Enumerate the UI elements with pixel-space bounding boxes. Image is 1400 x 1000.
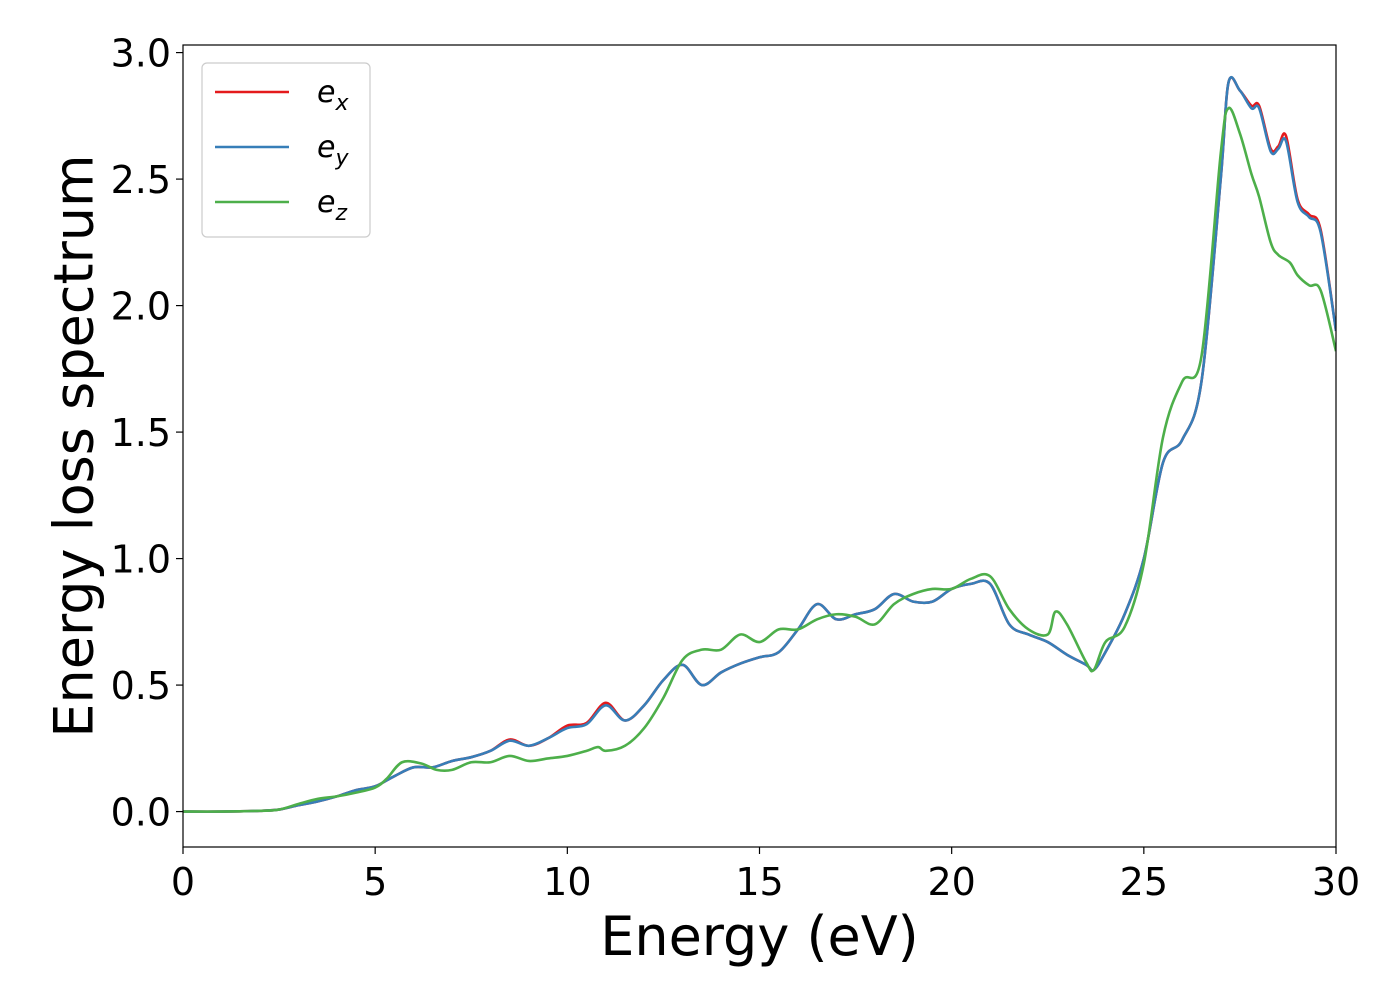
x-axis-label: Energy (eV) <box>600 905 919 968</box>
y-tick-label: 2.5 <box>111 158 171 202</box>
y-tick-label: 0.5 <box>111 664 171 708</box>
y-tick-label: 0.0 <box>111 791 171 835</box>
x-tick-label: 25 <box>1120 860 1168 904</box>
x-axis: 0 5 10 15 20 25 30 <box>171 847 1360 904</box>
legend-box <box>201 62 371 238</box>
x-tick-label: 5 <box>363 860 387 904</box>
x-tick-label: 10 <box>543 860 591 904</box>
x-tick-label: 30 <box>1312 860 1360 904</box>
x-tick-label: 15 <box>735 860 783 904</box>
y-axis-label: Energy loss spectrum <box>43 154 106 737</box>
legend-item-ez: ez <box>215 185 347 226</box>
y-tick-label: 1.5 <box>111 411 171 455</box>
y-tick-label: 2.0 <box>111 285 171 329</box>
x-tick-label: 0 <box>171 860 195 904</box>
x-tick-label: 20 <box>927 860 975 904</box>
series-line-ez <box>183 106 1336 813</box>
y-axis: 0.0 0.5 1.0 1.5 2.0 2.5 3.0 <box>111 32 183 835</box>
series-lines <box>183 76 1336 813</box>
y-tick-label: 1.0 <box>111 538 171 582</box>
y-tick-label: 3.0 <box>111 32 171 76</box>
legend-label: ez <box>317 185 347 226</box>
